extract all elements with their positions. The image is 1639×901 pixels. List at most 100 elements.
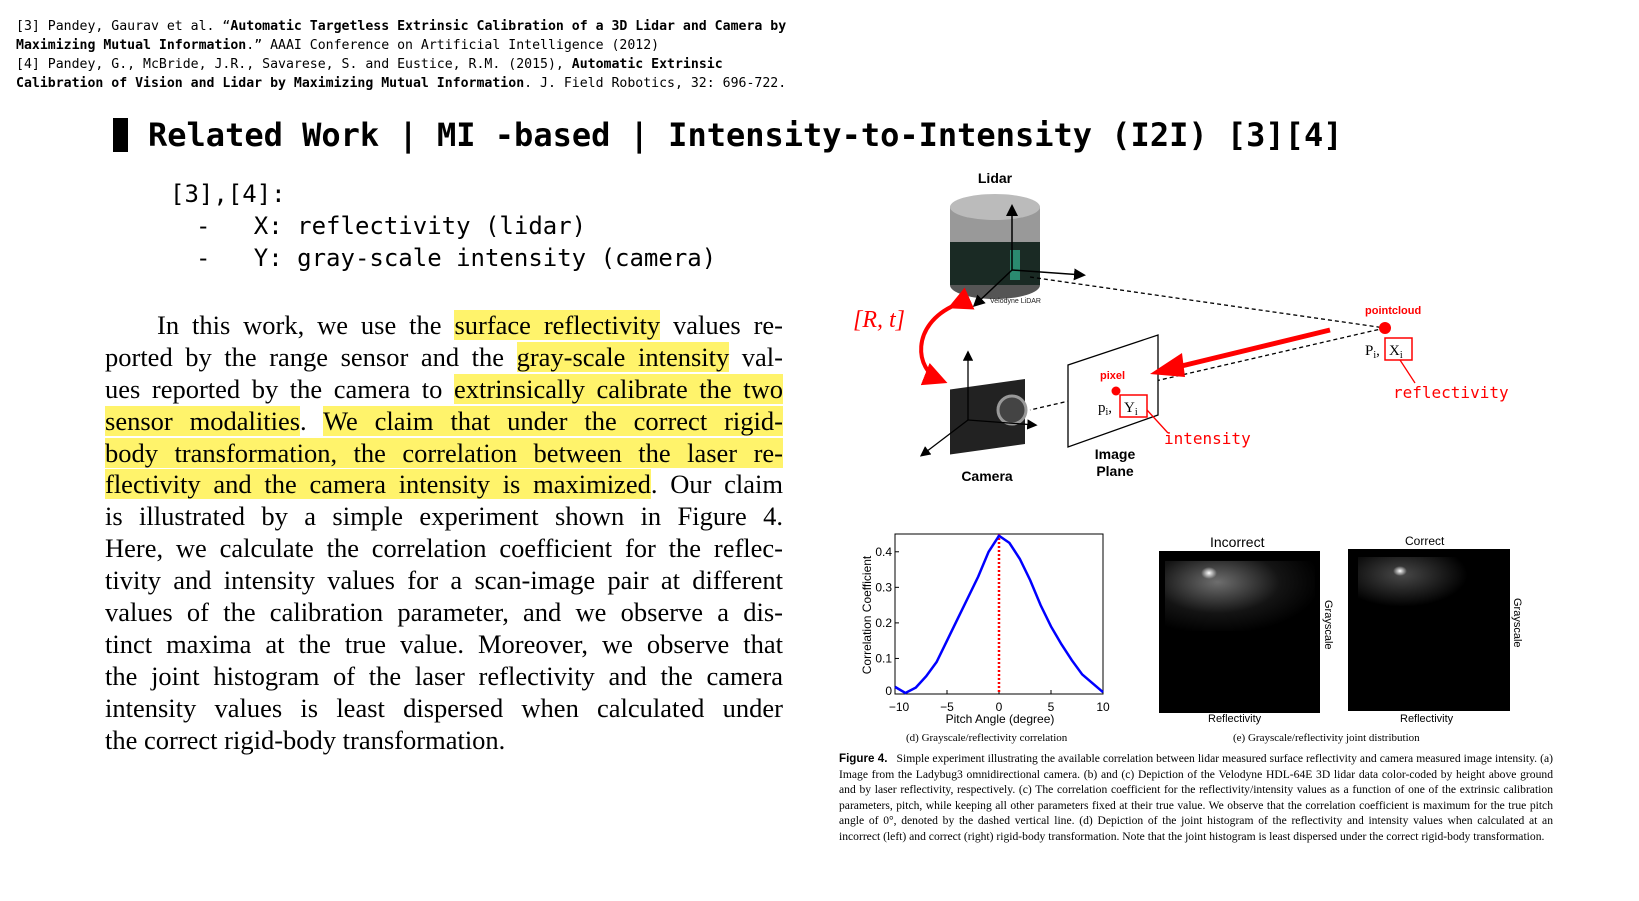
paragraph-line: the correct rigid-body transformation. [105,725,783,757]
paragraph-line: tinct maxima at the true value. Moreover… [105,629,783,661]
paragraph-line: sensor modalities. We claim that under t… [105,405,783,438]
heatmap-title: Correct [1405,534,1445,548]
text-segment: values of the calibration parameter, and… [105,597,783,628]
text-segment: tivity and intensity values for a scan-i… [105,565,783,596]
bullet-item: - X: reflectivity (lidar) [196,212,587,240]
paragraph-line: values of the calibration parameter, and… [105,597,783,629]
reference-segment: .” AAAI Conference on Artificial Intelli… [246,38,660,53]
x-tick-label: 10 [1096,700,1110,714]
correlation-chart: Pitch Angle (degree) Correlation Coeffic… [860,533,1110,726]
paragraph-line: tivity and intensity values for a scan-i… [105,565,783,597]
intensity-symbol: Yi [1124,400,1138,418]
y-tick-label: 0.2 [875,616,892,630]
x-tick-label: −10 [889,700,910,714]
heatmap-xlabel: Reflectivity [1400,713,1454,725]
lidar-icon: Velodyne LiDAR [950,194,1041,305]
paragraph-line: body transformation, the correlation bet… [105,437,783,470]
reflectivity-box [1384,337,1413,361]
x-tick-label: 0 [996,700,1003,714]
highlighted-text: surface reflectivity [454,310,661,340]
bullet-heading: [3],[4]: [170,180,286,208]
lidar-label: Lidar [978,170,1013,186]
pointcloud-point [1379,322,1391,334]
paragraph-line: intensity values is least dispersed when… [105,693,783,725]
x-tick-label: −5 [940,700,954,714]
caption-text: Simple experiment illustrating the avail… [839,752,1553,843]
reflectivity-symbol: Xi [1389,343,1403,361]
text-segment: val- [729,341,783,372]
transform-label: [R, t] [853,307,905,333]
text-segment: the joint histogram of the laser reflect… [105,660,783,691]
figure-caption: Figure 4. Simple experiment illustrating… [839,751,1553,844]
pixel-label: pixel [1100,370,1125,382]
reference-segment: [3] Pandey, Gaurav et al. “ [16,19,231,34]
heatmap-ylabel: Grayscale [1511,598,1523,648]
pointcloud-label: pointcloud [1365,305,1421,317]
paragraph-line: ported by the range sensor and the gray-… [105,341,783,374]
title-text: Related Work | MI -based | Intensity-to-… [148,116,1343,154]
highlighted-text: We claim that under the correct rigid- [323,405,783,436]
heatmap-xlabel: Reflectivity [1208,713,1262,725]
highlighted-text: extrinsically calibrate the two [453,373,783,404]
paragraph-line: is illustrated by a simple experiment sh… [105,501,783,533]
text-segment: ues reported by the camera to [105,373,454,404]
text-segment: In this work, we use the [157,310,455,340]
text-segment: . [300,405,324,436]
y-axis-label: Correlation Coefficient [860,555,874,674]
text-segment: ported by the range sensor and the [105,341,517,372]
reference-segment: . J. Field Robotics, 32: 696-722. [524,76,787,91]
text-segment: the correct rigid-body transformation. [105,724,506,755]
pixel-point [1111,386,1121,396]
paragraph-line: flectivity and the camera intensity is m… [105,469,783,501]
projection-arrow [1164,327,1331,373]
bullet-item: - Y: gray-scale intensity (camera) [196,244,717,272]
paragraph-line: In this work, we use the surface reflect… [105,310,783,342]
heatmap-ylabel: Grayscale [1322,600,1334,650]
text-segment: intensity values is least dispersed when… [105,692,783,723]
x-tick-label: 5 [1048,700,1055,714]
camera-label: Camera [961,468,1013,484]
text-segment: tinct maxima at the true value. Moreover… [105,628,783,659]
heatmap-subcaption: (e) Grayscale/reflectivity joint distrib… [1233,732,1420,744]
reference-line: Maximizing Mutual Information.” AAAI Con… [16,36,786,55]
text-segment: is illustrated by a simple experiment sh… [105,501,783,532]
reference-segment: [4] Pandey, G., McBride, J.R., Savarese,… [16,57,572,72]
caption-label: Figure 4. [839,752,888,765]
image-plane-label: Image [1095,446,1136,462]
y-tick-label: 0.4 [875,545,892,559]
x-axis-label: Pitch Angle (degree) [946,712,1055,726]
intensity-box [1119,394,1148,418]
paragraph-line: the joint histogram of the laser reflect… [105,661,783,693]
calibration-diagram: Lidar Velodyne LiDAR [R, t] Camera Image… [853,170,1509,484]
y-tick-label: 0.1 [875,651,892,665]
highlighted-text: gray-scale intensity [516,341,730,372]
highlighted-text: flectivity and the camera intensity is m… [105,469,651,500]
text-segment: values re- [660,310,783,340]
paragraph-line: ues reported by the camera to extrinsica… [105,373,783,406]
reference-segment: Maximizing Mutual Information [16,38,247,53]
point-coordinate: Pi, [1365,343,1380,361]
reference-line: Calibration of Vision and Lidar by Maxim… [16,74,786,93]
lidar-brand: Velodyne LiDAR [990,298,1041,305]
y-tick-label: 0 [885,684,892,698]
heatmap-title: Incorrect [1210,534,1265,550]
highlighted-text: body transformation, the correlation bet… [105,437,783,468]
transform-arrow [919,287,975,386]
y-tick-label: 0.3 [875,580,892,594]
reference-segment: Calibration of Vision and Lidar by Maxim… [16,76,525,91]
image-plane-label: Plane [1096,463,1134,479]
paper-excerpt: In this work, we use the surface reflect… [105,310,783,756]
pixel-coordinate: pi, [1098,400,1112,418]
title-bar-marker [113,118,128,152]
slide-title: Related Work | MI -based | Intensity-to-… [113,116,1342,154]
text-segment: . Our claim [650,469,783,500]
camera-icon [950,378,1028,455]
bullet-list: [3],[4]: - X: reflectivity (lidar) - Y: gr… [170,178,716,274]
chart-subcaption: (d) Grayscale/reflectivity correlation [906,732,1068,744]
reference-line: [3] Pandey, Gaurav et al. “Automatic Tar… [16,17,786,36]
intensity-label: intensity [1164,429,1251,448]
text-segment: Here, we calculate the correlation coeff… [105,533,783,564]
reference-segment: Automatic Targetless Extrinsic Calibrati… [230,19,787,34]
reference-segment: Automatic Extrinsic [571,57,723,72]
references: [3] Pandey, Gaurav et al. “Automatic Tar… [16,17,786,93]
